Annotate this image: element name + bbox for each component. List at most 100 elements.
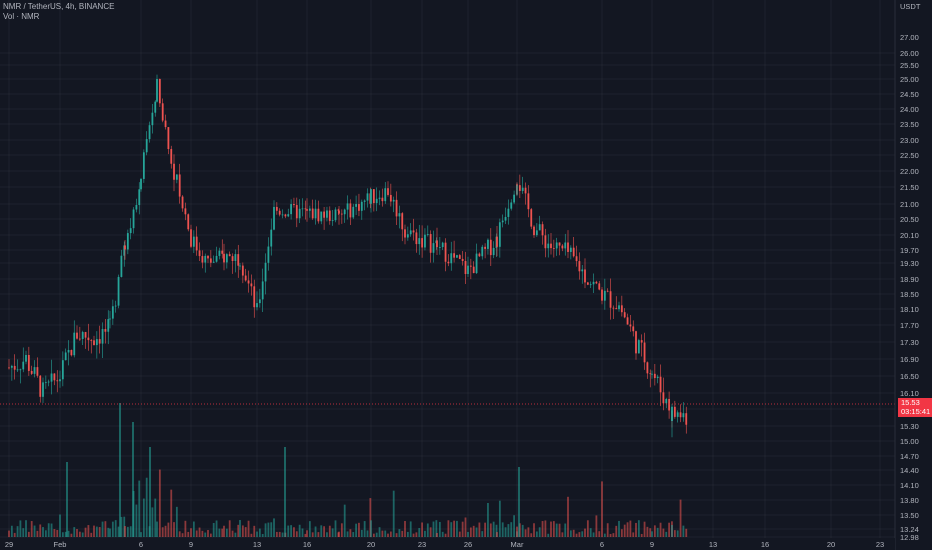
- volume-bar: [676, 530, 679, 537]
- candle-body: [538, 224, 541, 231]
- volume-bar: [618, 520, 620, 537]
- candle-body: [481, 246, 484, 257]
- candle-body: [67, 350, 70, 353]
- candle-body: [221, 250, 224, 254]
- candle-body: [375, 198, 378, 204]
- volume-bar: [295, 531, 298, 537]
- volume-bar: [320, 525, 323, 537]
- candle-body: [475, 253, 478, 274]
- price-label: 26.00: [900, 49, 919, 58]
- candle-body: [609, 291, 612, 308]
- candle-body: [256, 303, 258, 308]
- candle-body: [620, 305, 623, 313]
- price-label: 18.50: [900, 290, 919, 299]
- candle-body: [458, 255, 461, 259]
- candle-body: [123, 245, 126, 256]
- volume-bar: [363, 521, 366, 537]
- price-label: 27.00: [900, 33, 919, 42]
- volume-bar: [104, 521, 107, 537]
- candle-body: [659, 376, 662, 393]
- time-label: 20: [827, 540, 835, 549]
- volume-bar: [95, 526, 98, 537]
- price-label: 25.00: [900, 75, 919, 84]
- candle-body: [436, 240, 438, 248]
- candle-body: [228, 254, 231, 257]
- candle-body: [682, 413, 685, 418]
- candle-body: [358, 204, 360, 211]
- volume-bar: [178, 531, 181, 537]
- candle-body: [114, 305, 117, 307]
- volume-bar: [25, 520, 27, 537]
- candle-body: [334, 209, 337, 221]
- volume-bar: [501, 522, 504, 537]
- volume-bar: [247, 520, 250, 537]
- volume-bar: [643, 521, 646, 537]
- volume-bar: [140, 532, 142, 537]
- volume-bar: [311, 532, 314, 537]
- volume-bar: [575, 533, 578, 537]
- candle-body: [558, 242, 561, 246]
- candle-body: [518, 185, 521, 191]
- volume-bar: [33, 525, 36, 537]
- volume-bar: [343, 504, 346, 537]
- candle-body: [516, 184, 518, 186]
- candle-body: [98, 339, 101, 344]
- volume-bar: [198, 527, 201, 537]
- volume-bar: [228, 520, 231, 537]
- candle-body: [378, 197, 381, 199]
- time-label: 16: [761, 540, 769, 549]
- volume-bar: [39, 524, 42, 537]
- volume-bar: [370, 520, 372, 537]
- volume-bar: [478, 522, 481, 537]
- volume-bar: [665, 531, 668, 537]
- time-axis[interactable]: [0, 538, 895, 550]
- volume-bar: [142, 498, 145, 537]
- candle-body: [524, 187, 527, 194]
- volume-bar: [42, 527, 44, 537]
- volume-bar: [372, 533, 375, 537]
- candle-body: [651, 373, 653, 375]
- candle-body: [70, 350, 73, 356]
- candle-body: [389, 194, 392, 202]
- candle-body: [148, 125, 151, 140]
- volume-bar: [215, 520, 218, 537]
- volume-bar: [671, 524, 673, 537]
- volume-bar: [253, 525, 256, 537]
- volume-bar: [278, 531, 281, 537]
- volume-bar: [173, 522, 175, 537]
- candle-body: [338, 210, 340, 214]
- volume-bar: [484, 522, 486, 537]
- candle-body: [33, 367, 36, 374]
- volume-bar: [601, 481, 603, 537]
- candle-body: [270, 229, 273, 247]
- candle-body: [207, 255, 209, 259]
- volume-bar: [221, 528, 224, 537]
- volume-bar: [70, 533, 73, 537]
- candle-body: [586, 282, 589, 285]
- volume-bar: [145, 477, 148, 537]
- volume-bar: [640, 533, 643, 537]
- candle-body: [387, 188, 389, 195]
- price-axis[interactable]: [895, 0, 932, 550]
- candle-body: [629, 324, 632, 327]
- volume-bar: [392, 490, 395, 537]
- price-label: 16.90: [900, 355, 919, 364]
- candle-body: [478, 253, 481, 257]
- candle-body: [646, 362, 649, 374]
- volume-bar: [59, 514, 61, 537]
- volume-bar: [135, 504, 138, 537]
- volume-bar: [429, 527, 432, 537]
- volume-bar: [124, 526, 126, 537]
- volume-bar: [98, 527, 101, 537]
- volume-bar: [308, 521, 311, 537]
- volume-bar: [527, 527, 530, 537]
- volume-bar: [223, 525, 225, 537]
- volume-bar: [111, 521, 114, 537]
- price-label: 25.50: [900, 61, 919, 70]
- volume-bar: [620, 529, 623, 537]
- volume-bar: [384, 530, 387, 537]
- volume-bar: [401, 530, 404, 537]
